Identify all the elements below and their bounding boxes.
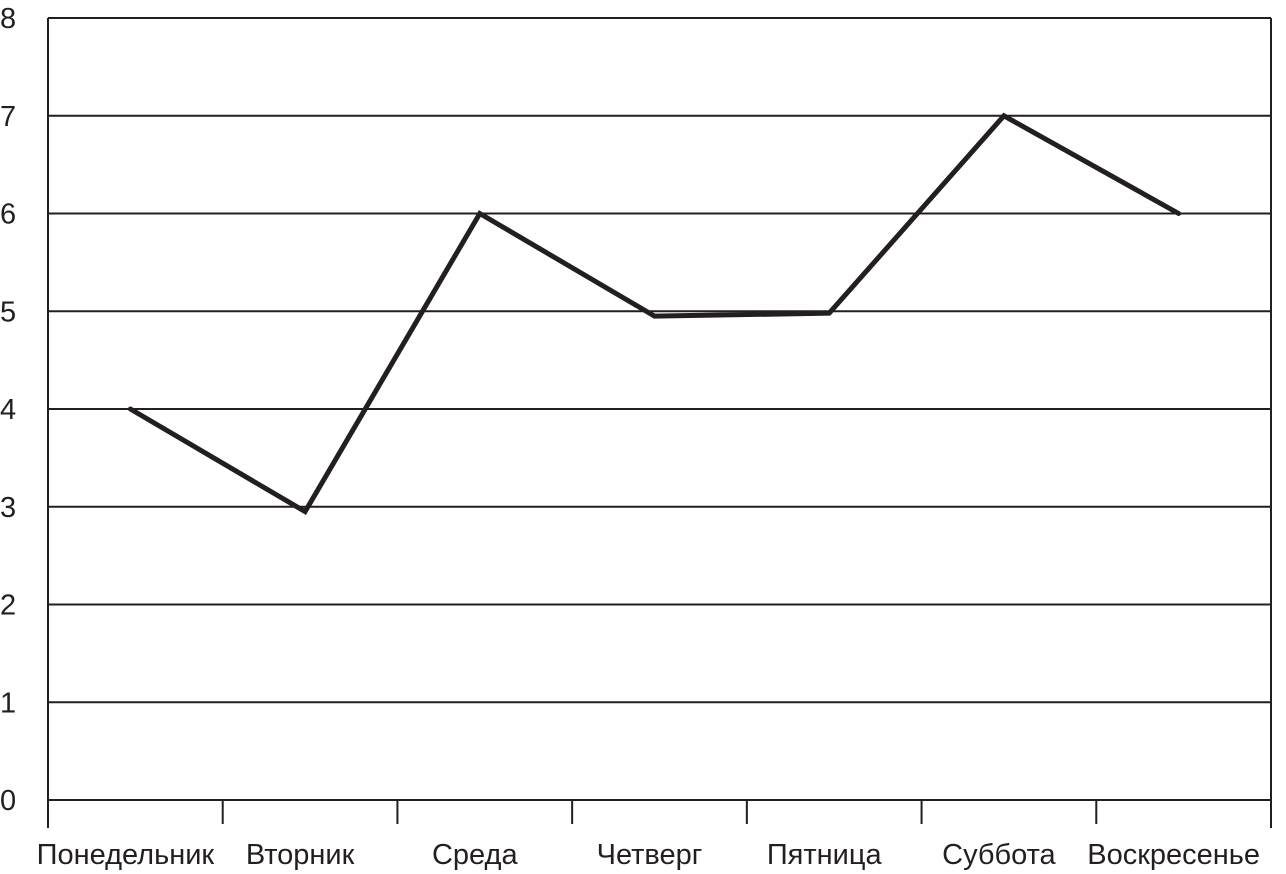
- gridlines: [48, 17, 1271, 704]
- x-tick-label: Среда: [432, 839, 518, 871]
- y-tick-label: 1: [0, 687, 16, 719]
- x-axis-ticks: Понедельник Вторник Среда Четверг Пятница Суб…: [37, 800, 1260, 871]
- x-tick-label: Суббота: [942, 839, 1056, 871]
- series-group: [127, 112, 1182, 516]
- y-tick-label: 6: [0, 199, 16, 231]
- y-tick-label: 5: [0, 296, 16, 328]
- y-tick-label: 7: [0, 101, 16, 133]
- y-tick-label: 2: [0, 590, 16, 622]
- x-tick-label: Пятница: [767, 839, 883, 871]
- x-tick-label: Воскресенье: [1087, 839, 1260, 871]
- y-tick-label: 0: [0, 785, 16, 817]
- y-axis-ticks: 0 1 2 3 4 5 6 7 8: [0, 3, 16, 817]
- y-tick-label: 8: [0, 3, 16, 35]
- series-line: [127, 112, 1182, 516]
- x-tick-label: Понедельник: [37, 839, 215, 871]
- x-tick-label: Четверг: [597, 839, 703, 871]
- y-tick-label: 4: [0, 394, 16, 426]
- axes: [47, 18, 1272, 828]
- x-tick-label: Вторник: [246, 839, 355, 871]
- y-tick-label: 3: [0, 492, 16, 524]
